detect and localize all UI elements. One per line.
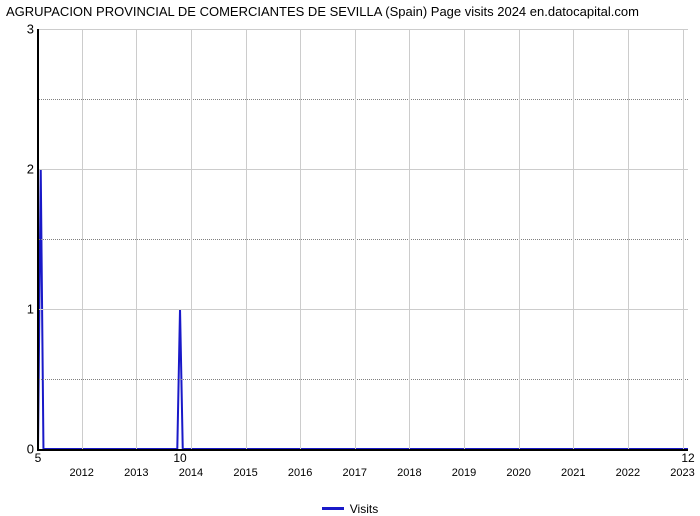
x-tick-label: 2013	[124, 467, 148, 479]
x-tick-label: 2012	[69, 467, 93, 479]
gridline-vertical	[519, 29, 520, 449]
gridline-vertical	[82, 29, 83, 449]
y-tick-label: 2	[27, 162, 34, 177]
y-axis-line	[37, 29, 39, 451]
plot-region	[38, 29, 688, 449]
x-tick-label: 2015	[233, 467, 257, 479]
x-tick-label: 2022	[616, 467, 640, 479]
gridline-vertical	[355, 29, 356, 449]
gridline-vertical	[246, 29, 247, 449]
legend-label: Visits	[350, 502, 378, 516]
chart-title: AGRUPACION PROVINCIAL DE COMERCIANTES DE…	[0, 0, 700, 19]
x-extra-tick-label: 12	[681, 451, 694, 465]
x-tick-label: 2023	[670, 467, 694, 479]
gridline-vertical	[191, 29, 192, 449]
x-axis-line	[38, 449, 688, 451]
gridline-vertical	[464, 29, 465, 449]
y-tick-label: 0	[27, 442, 34, 457]
x-extra-tick-label: 5	[35, 451, 42, 465]
gridline-vertical	[300, 29, 301, 449]
gridline-vertical	[573, 29, 574, 449]
x-tick-label: 2014	[179, 467, 203, 479]
x-tick-label: 2017	[343, 467, 367, 479]
x-tick-label: 2018	[397, 467, 421, 479]
legend-swatch	[322, 507, 344, 510]
x-tick-label: 2021	[561, 467, 585, 479]
gridline-vertical	[136, 29, 137, 449]
x-tick-label: 2019	[452, 467, 476, 479]
gridline-vertical	[683, 29, 684, 449]
chart-area: Visits 012320122013201420152016201720182…	[0, 19, 700, 477]
gridline-vertical	[628, 29, 629, 449]
y-tick-label: 3	[27, 22, 34, 37]
gridline-vertical	[409, 29, 410, 449]
x-tick-label: 2016	[288, 467, 312, 479]
x-tick-label: 2020	[506, 467, 530, 479]
x-extra-tick-label: 10	[173, 451, 186, 465]
y-tick-label: 1	[27, 302, 34, 317]
